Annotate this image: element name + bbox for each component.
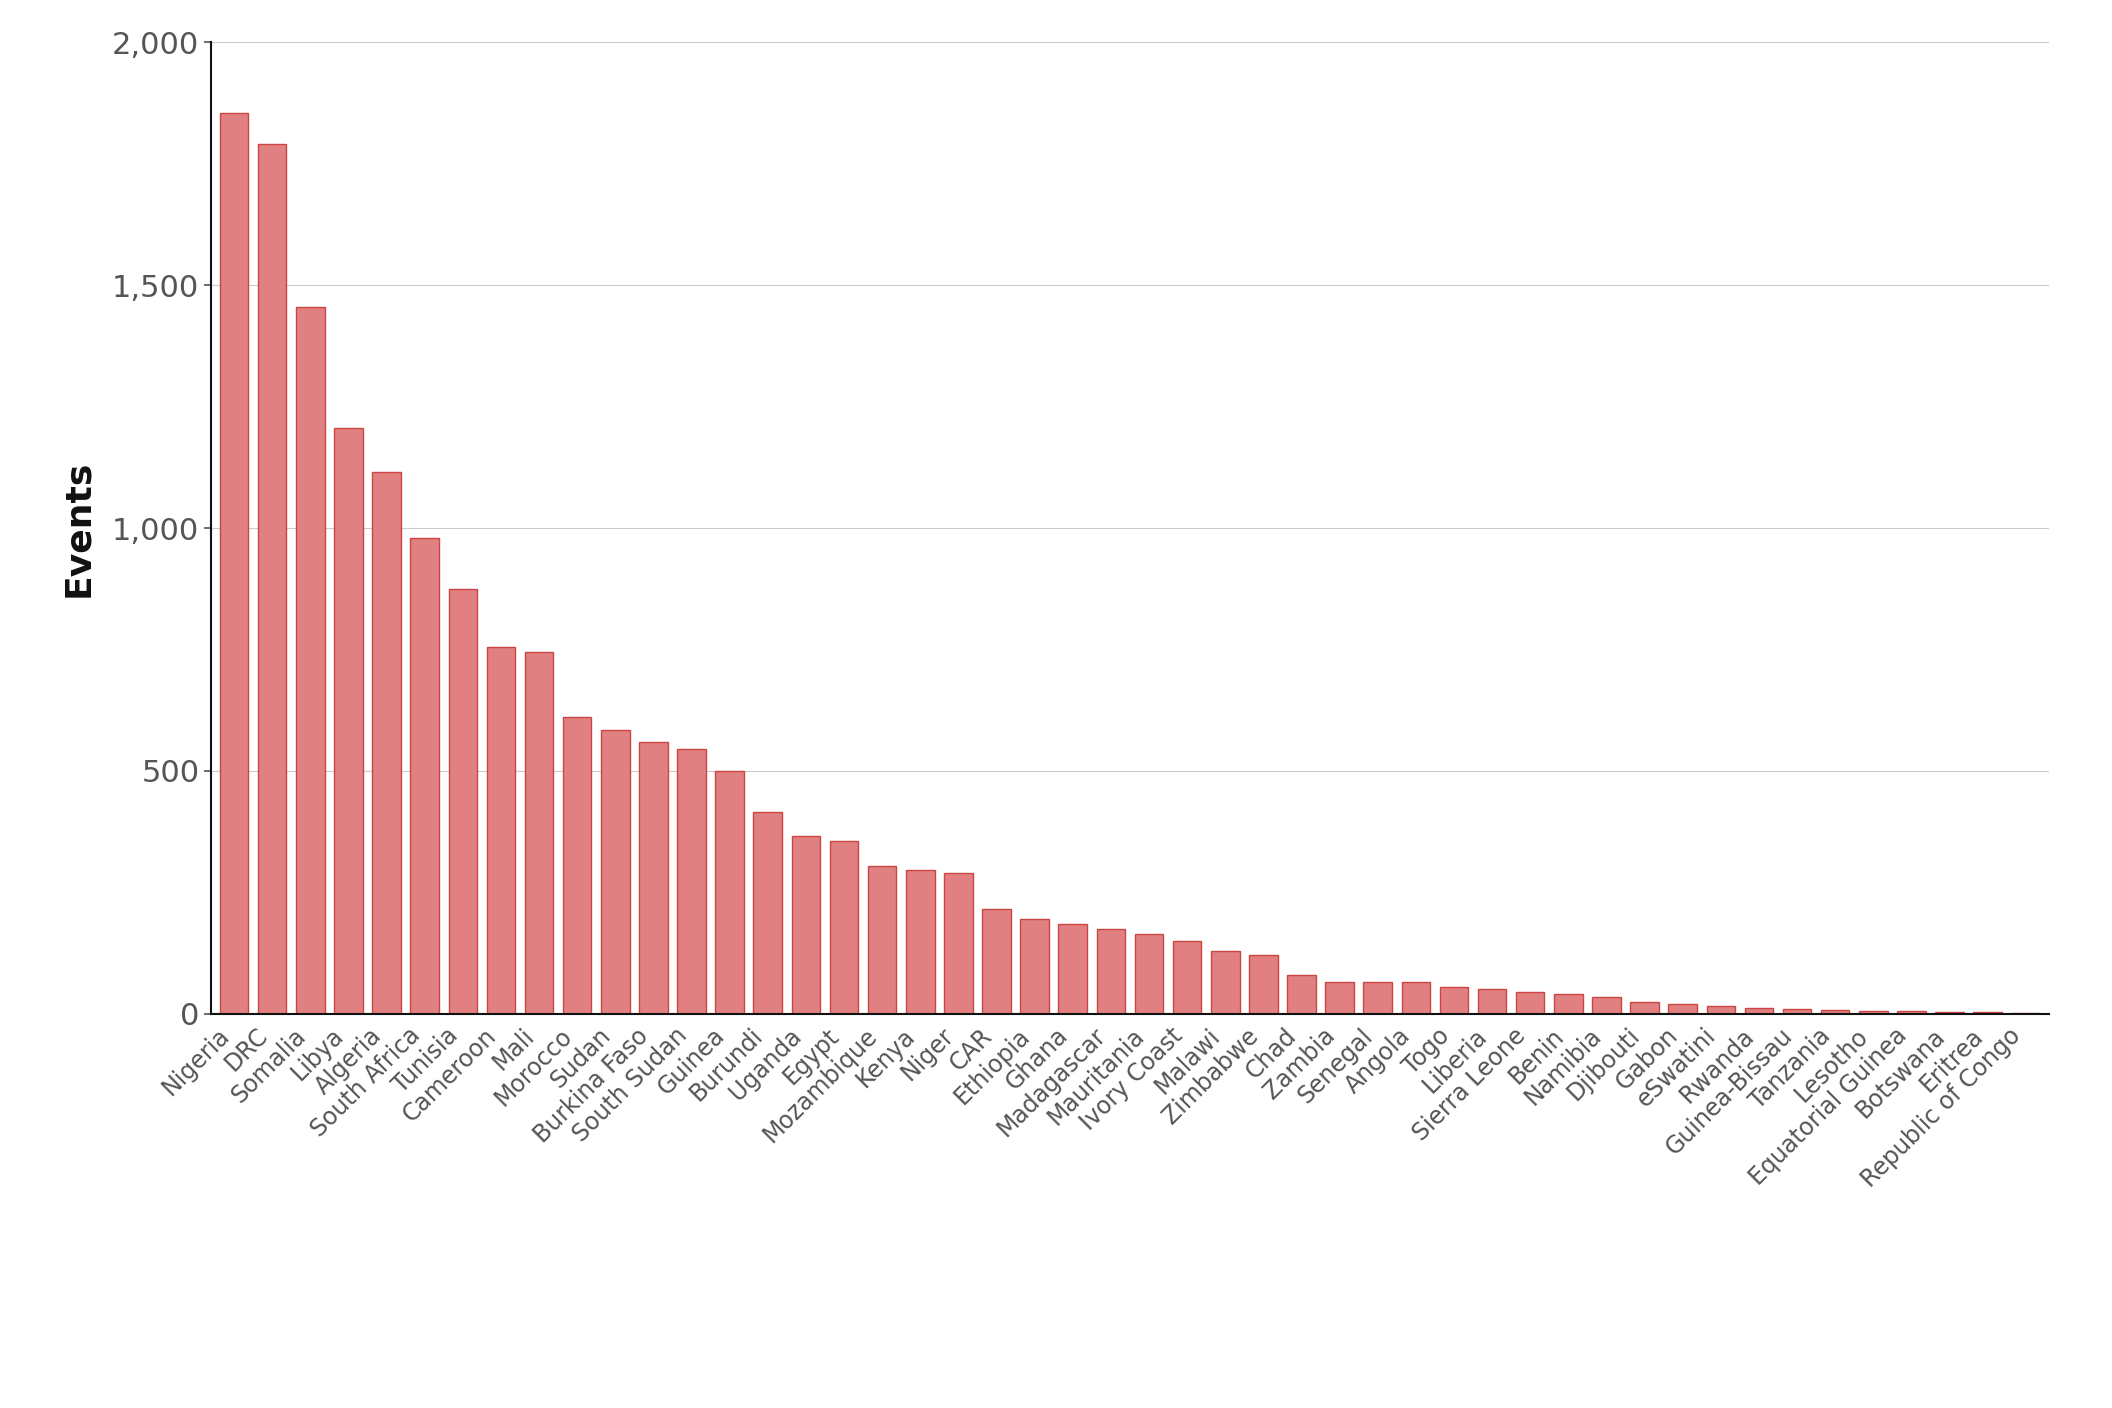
Bar (602, 729, 629, 1014)
Bar (220, 113, 249, 1014)
Bar (1783, 1010, 1812, 1014)
Bar (524, 652, 553, 1014)
Bar (678, 749, 705, 1014)
Bar (754, 812, 781, 1014)
Bar (640, 742, 667, 1014)
Bar (1516, 991, 1544, 1014)
Bar (296, 307, 325, 1014)
Bar (1020, 919, 1050, 1014)
Bar (1478, 990, 1506, 1014)
Bar (830, 842, 857, 1014)
Bar (1706, 1007, 1736, 1014)
Bar (1554, 994, 1582, 1014)
Bar (564, 718, 591, 1014)
Bar (1364, 983, 1392, 1014)
Bar (1630, 1001, 1658, 1014)
Bar (372, 472, 401, 1014)
Bar (1440, 987, 1468, 1014)
Bar (410, 538, 439, 1014)
Bar (982, 910, 1012, 1014)
Bar (1096, 929, 1126, 1014)
Bar (868, 866, 895, 1014)
Bar (906, 870, 934, 1014)
Bar (448, 589, 477, 1014)
Bar (716, 772, 743, 1014)
Bar (334, 428, 363, 1014)
Bar (1973, 1012, 2002, 1014)
Bar (1286, 974, 1316, 1014)
Bar (1668, 1004, 1696, 1014)
Bar (1821, 1010, 1850, 1014)
Bar (1935, 1012, 1964, 1014)
Bar (1592, 997, 1620, 1014)
Bar (1172, 941, 1202, 1014)
Bar (1897, 1011, 1926, 1014)
Bar (1326, 983, 1354, 1014)
Bar (944, 873, 974, 1014)
Bar (1058, 924, 1088, 1014)
Bar (792, 836, 819, 1014)
Bar (1402, 983, 1430, 1014)
Bar (1248, 956, 1278, 1014)
Bar (1134, 934, 1164, 1014)
Bar (486, 648, 515, 1014)
Bar (1859, 1011, 1888, 1014)
Bar (1745, 1008, 1774, 1014)
Bar (258, 144, 287, 1014)
Y-axis label: Events: Events (61, 459, 95, 597)
Bar (1210, 950, 1240, 1014)
